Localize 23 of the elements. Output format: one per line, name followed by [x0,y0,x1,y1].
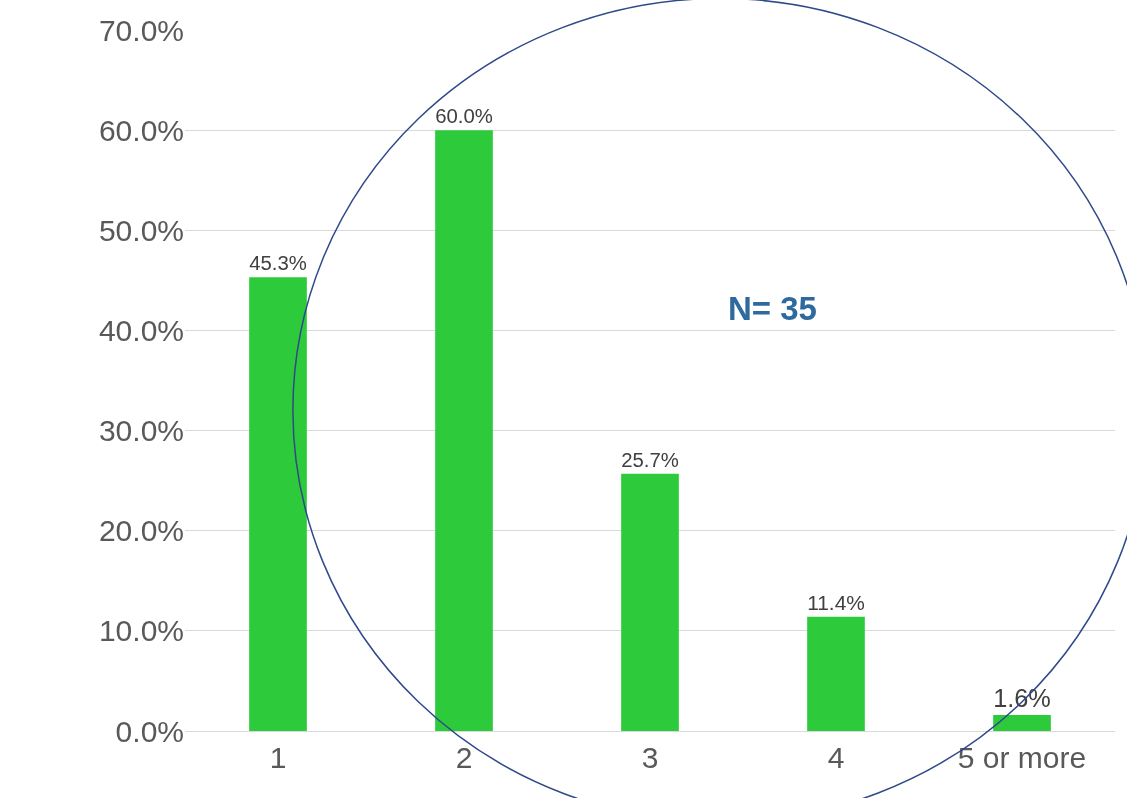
data-label: 60.0% [435,105,493,128]
y-tick-label: 30.0% [98,414,184,448]
x-tick-label: 4 [827,741,845,774]
data-label: 45.3% [249,252,307,275]
data-label: 25.7% [621,448,679,471]
bar [435,130,493,731]
y-tick-label: 20.0% [98,514,184,548]
x-tick-label: 5 or more [957,741,1087,774]
annotation: N= 35 [728,290,817,327]
y-tick-label: 40.0% [98,313,184,347]
bar [621,473,679,731]
y-tick-label: 10.0% [98,614,184,648]
x-tick-label: 3 [641,741,659,774]
y-tick-label: 70.0% [98,13,184,47]
x-tick-label: 1 [269,741,287,774]
bar [249,277,307,731]
bar [993,714,1051,731]
x-tick-label: 2 [455,741,473,774]
y-tick-label: 0.0% [115,714,184,748]
bar [807,616,865,731]
y-tick-label: 50.0% [98,213,184,247]
data-label: 11.4% [807,590,865,614]
y-tick-label: 60.0% [98,113,184,147]
